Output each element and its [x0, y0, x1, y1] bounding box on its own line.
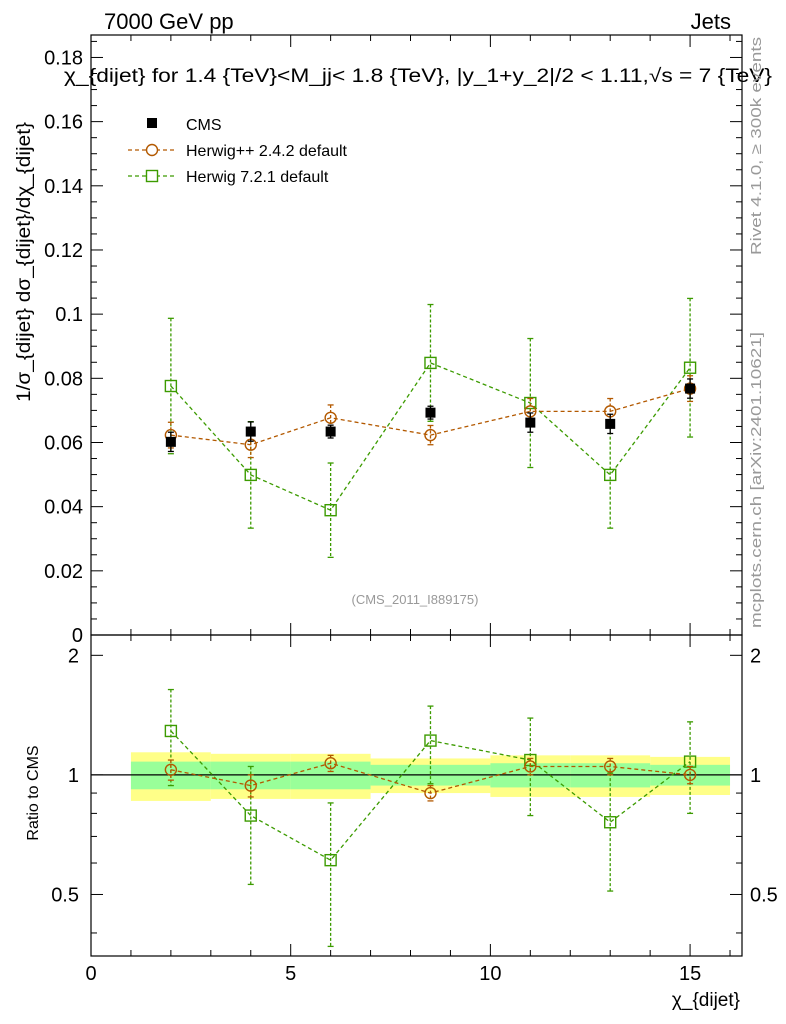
- rivet-version-label: Rivet 4.1.0, ≥ 300k events: [748, 37, 765, 255]
- main-y-tick-label: 0.1: [55, 304, 83, 326]
- cms-main-point: [165, 436, 176, 447]
- ratio-y-tick-label-left: 0.5: [51, 884, 79, 906]
- herwig7-main-point: [683, 361, 697, 374]
- herwig7-main-point: [604, 468, 617, 482]
- main-series: [164, 297, 697, 559]
- herwigpp-ratio-point: [524, 760, 537, 773]
- legend-label-herwigpp: Herwig++ 2.4.2 default: [186, 143, 348, 160]
- herwig7-ratio-point: [604, 816, 617, 829]
- main-y-tick-label: 0.04: [44, 497, 83, 519]
- herwigpp-main-point: [324, 411, 337, 424]
- ratio-y-tick-label-right: 1: [750, 765, 761, 787]
- herwigpp-ratio-point: [604, 760, 617, 773]
- main-y-tick-label: 0.12: [44, 240, 83, 262]
- main-y-axis-label: 1/σ_{dijet} dσ_{dijet}/dχ_{dijet}: [14, 122, 35, 402]
- herwigpp-ratio-point: [683, 768, 697, 782]
- cms-main-point: [685, 383, 696, 394]
- main-y-tick-label: 0.14: [44, 176, 83, 198]
- herwig7-main-point: [524, 396, 537, 410]
- ratio-y-axis-label: Ratio to CMS: [25, 745, 42, 840]
- cms-main-point: [245, 426, 256, 437]
- x-tick-label: 0: [85, 963, 96, 985]
- ratio-series: [164, 688, 697, 948]
- ratio-y-tick-label-right: 0.5: [750, 884, 778, 906]
- plot-title: χ_{dijet} for 1.4 {TeV}<M_jj< 1.8 {TeV},…: [64, 66, 772, 87]
- main-y-tick-label: 0.06: [44, 432, 83, 454]
- ratio-y-tick-label-left: 1: [68, 765, 79, 787]
- ratio-y-tick-label-right: 2: [750, 645, 761, 667]
- cms-main-point: [605, 418, 616, 429]
- herwig7-ratio-point: [164, 724, 178, 738]
- x-tick-label: 10: [479, 963, 501, 985]
- herwigpp-ratio-point: [424, 786, 437, 800]
- herwig7-main-point: [324, 503, 337, 517]
- ratio-plot-frame: [90, 634, 743, 957]
- legend-marker-herwigpp: [145, 143, 159, 157]
- mcplots-label: mcplots.cern.ch [arXiv:2401.10621]: [748, 332, 765, 628]
- herwig7-ratio-point: [244, 809, 257, 822]
- analysis-watermark: (CMS_2011_I889175): [352, 592, 479, 607]
- x-tick-label: 5: [285, 963, 296, 985]
- herwig7-main-line: [170, 362, 691, 512]
- cms-main-point: [425, 407, 436, 418]
- herwigpp-ratio-point: [244, 779, 257, 792]
- cms-main-point: [325, 426, 336, 437]
- header-left-label: 7000 GeV pp: [104, 9, 234, 34]
- herwig7-ratio-point: [324, 853, 337, 867]
- header-right-label: Jets: [691, 9, 731, 34]
- x-tick-label: 15: [679, 963, 701, 985]
- herwig7-ratio-point: [424, 734, 437, 747]
- main-y-tick-label: 0.16: [44, 112, 83, 134]
- main-y-tick-label: 0.02: [44, 561, 83, 583]
- herwig7-main-point: [244, 468, 257, 482]
- herwigpp-main-point: [424, 428, 437, 442]
- legend: CMS Herwig++ 2.4.2 default Herwig 7.2.1 …: [128, 117, 348, 186]
- main-y-tick-label: 0.08: [44, 368, 83, 390]
- herwig7-main-point: [164, 379, 178, 393]
- x-axis-label: χ_{dijet}: [672, 990, 740, 1011]
- legend-marker-herwig7: [145, 169, 159, 183]
- ratio-y-tick-label-left: 2: [68, 645, 79, 667]
- main-axis-ticks: 0 0.02 0.04 0.06 0.08 0.1 0.12 0.14 0.16 0.18: [44, 35, 742, 647]
- cms-main-point: [525, 417, 536, 428]
- main-y-tick-label: 0: [72, 625, 83, 647]
- herwig7-main-point: [424, 356, 437, 370]
- legend-label-cms: CMS: [186, 117, 222, 134]
- ratio-axis-ticks: 0.5 0.5 1 1 2 2 0 5 10 15: [51, 635, 778, 985]
- legend-label-herwig7: Herwig 7.2.1 default: [186, 169, 329, 186]
- main-y-tick-label: 0.18: [44, 47, 83, 69]
- herwigpp-ratio-point: [324, 757, 337, 770]
- legend-marker-cms: [147, 118, 157, 128]
- herwigpp-ratio-point: [164, 763, 178, 776]
